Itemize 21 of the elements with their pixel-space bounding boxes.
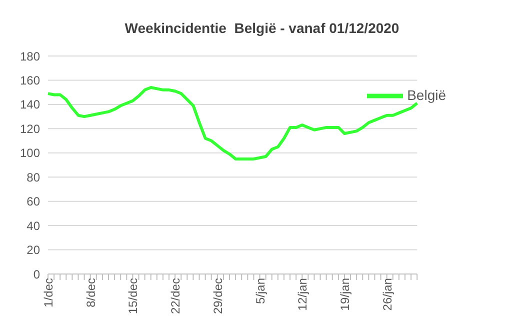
y-tick-label: 60 [26,194,40,209]
x-tick-label: 22/dec [168,278,183,314]
legend-label: België [407,87,446,104]
x-tick-label: 26/jan [380,278,394,311]
y-tick-label: 120 [20,122,40,136]
x-tick-label: 29/dec [210,278,225,314]
chart-title: Weekincidentie België - vanaf 01/12/2020 [124,19,400,38]
y-tick-label: 140 [20,98,40,112]
y-tick-label: 100 [20,146,40,160]
y-tick-label: 160 [20,73,40,88]
y-tick-label: 80 [26,170,40,184]
x-tick-label: 15/dec [126,278,140,314]
y-tick-label: 0 [33,267,40,282]
y-tick-label: 40 [26,218,40,233]
x-tick-label: 19/jan [338,278,352,311]
y-tick-label: 180 [20,49,40,64]
x-tick-label: 8/dec [84,278,98,308]
x-tick-label: 12/jan [296,278,310,311]
x-tick-label: 1/dec [42,278,56,308]
y-tick-label: 20 [26,243,40,258]
x-tick-label: 5/jan [253,278,268,304]
